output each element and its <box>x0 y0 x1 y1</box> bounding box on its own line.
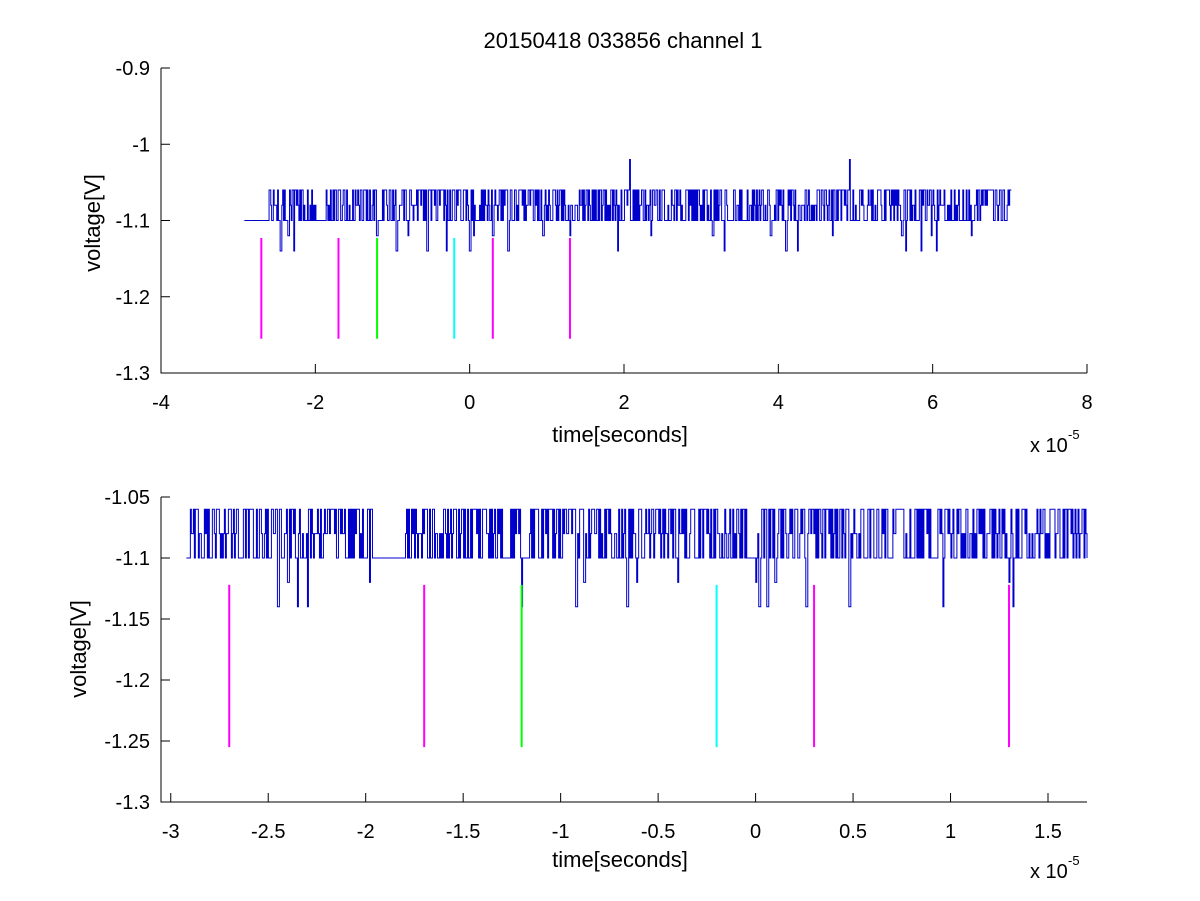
top-y-tick-label: -1.1 <box>116 211 150 233</box>
top-marker-layer <box>260 238 571 339</box>
bottom-x-tick-label: -1.5 <box>446 821 480 843</box>
bottom-x-exponent-label: x 10 -5 <box>1030 853 1080 883</box>
bottom-exponent-base: x 10 <box>1030 861 1068 883</box>
top-y-tick-label: -1.2 <box>116 287 150 309</box>
top-x-tick-label: 2 <box>618 392 629 414</box>
top-y-tick-label: -1 <box>132 134 150 156</box>
bottom-x-axis-label: time[seconds] <box>552 847 688 872</box>
bottom-subplot: -3 -2.5 -2 -1.5 -1 -0.5 0 0.5 1 1.5 -1.3 -1.25 -1.2 -… <box>66 487 1088 883</box>
bottom-x-tick-label: 0 <box>750 821 761 843</box>
top-signal-layer <box>244 159 1012 252</box>
bottom-x-tick-label: -2.5 <box>251 821 285 843</box>
top-x-axis-label: time[seconds] <box>552 422 688 447</box>
bottom-x-tick-label: 0.5 <box>839 821 867 843</box>
top-y-axis-label: voltage[V] <box>80 174 105 272</box>
bottom-voltage-trace <box>186 508 1088 608</box>
top-x-tick-label: -2 <box>306 392 324 414</box>
bottom-exponent-power: -5 <box>1068 853 1080 868</box>
top-x-exponent-label: x 10 -5 <box>1030 427 1080 457</box>
bottom-x-tick-label: 1 <box>945 821 956 843</box>
bottom-y-tick-label: -1.1 <box>116 548 150 570</box>
top-voltage-trace <box>244 159 1012 252</box>
bottom-y-tick-label: -1.15 <box>104 609 150 631</box>
bottom-signal-layer <box>186 508 1088 608</box>
bottom-x-tick-label: 1.5 <box>1034 821 1062 843</box>
top-x-tick-label: 6 <box>927 392 938 414</box>
chart-title: 20150418 033856 channel 1 <box>484 28 763 53</box>
bottom-x-tick-label: -3 <box>162 821 180 843</box>
top-subplot: -4 -2 0 2 4 6 8 -1.3 -1.2 -1.1 -1 -0.9 time[seconds… <box>80 58 1093 457</box>
bottom-x-tick-label: -1 <box>552 821 570 843</box>
bottom-y-tick-label: -1.2 <box>116 670 150 692</box>
bottom-y-tick-label: -1.05 <box>104 487 150 509</box>
top-tick-layer: -4 -2 0 2 4 6 8 -1.3 -1.2 -1.1 -1 -0.9 <box>116 58 1093 414</box>
bottom-tick-layer: -3 -2.5 -2 -1.5 -1 -0.5 0 0.5 1 1.5 -1.3 -1.25 -1.2 -… <box>104 487 1062 843</box>
top-exponent-base: x 10 <box>1030 435 1068 457</box>
bottom-x-tick-label: -0.5 <box>641 821 675 843</box>
bottom-marker-layer <box>228 584 1011 748</box>
top-y-tick-label: -1.3 <box>116 363 150 385</box>
top-x-tick-label: 8 <box>1081 392 1092 414</box>
bottom-y-axis-label: voltage[V] <box>66 600 91 698</box>
top-x-tick-label: 0 <box>464 392 475 414</box>
bottom-y-tick-label: -1.3 <box>116 792 150 814</box>
bottom-y-tick-label: -1.25 <box>104 731 150 753</box>
top-x-tick-label: -4 <box>152 392 170 414</box>
top-x-tick-label: 4 <box>773 392 784 414</box>
top-exponent-power: -5 <box>1068 427 1080 442</box>
top-y-tick-label: -0.9 <box>116 58 150 80</box>
bottom-x-tick-label: -2 <box>357 821 375 843</box>
